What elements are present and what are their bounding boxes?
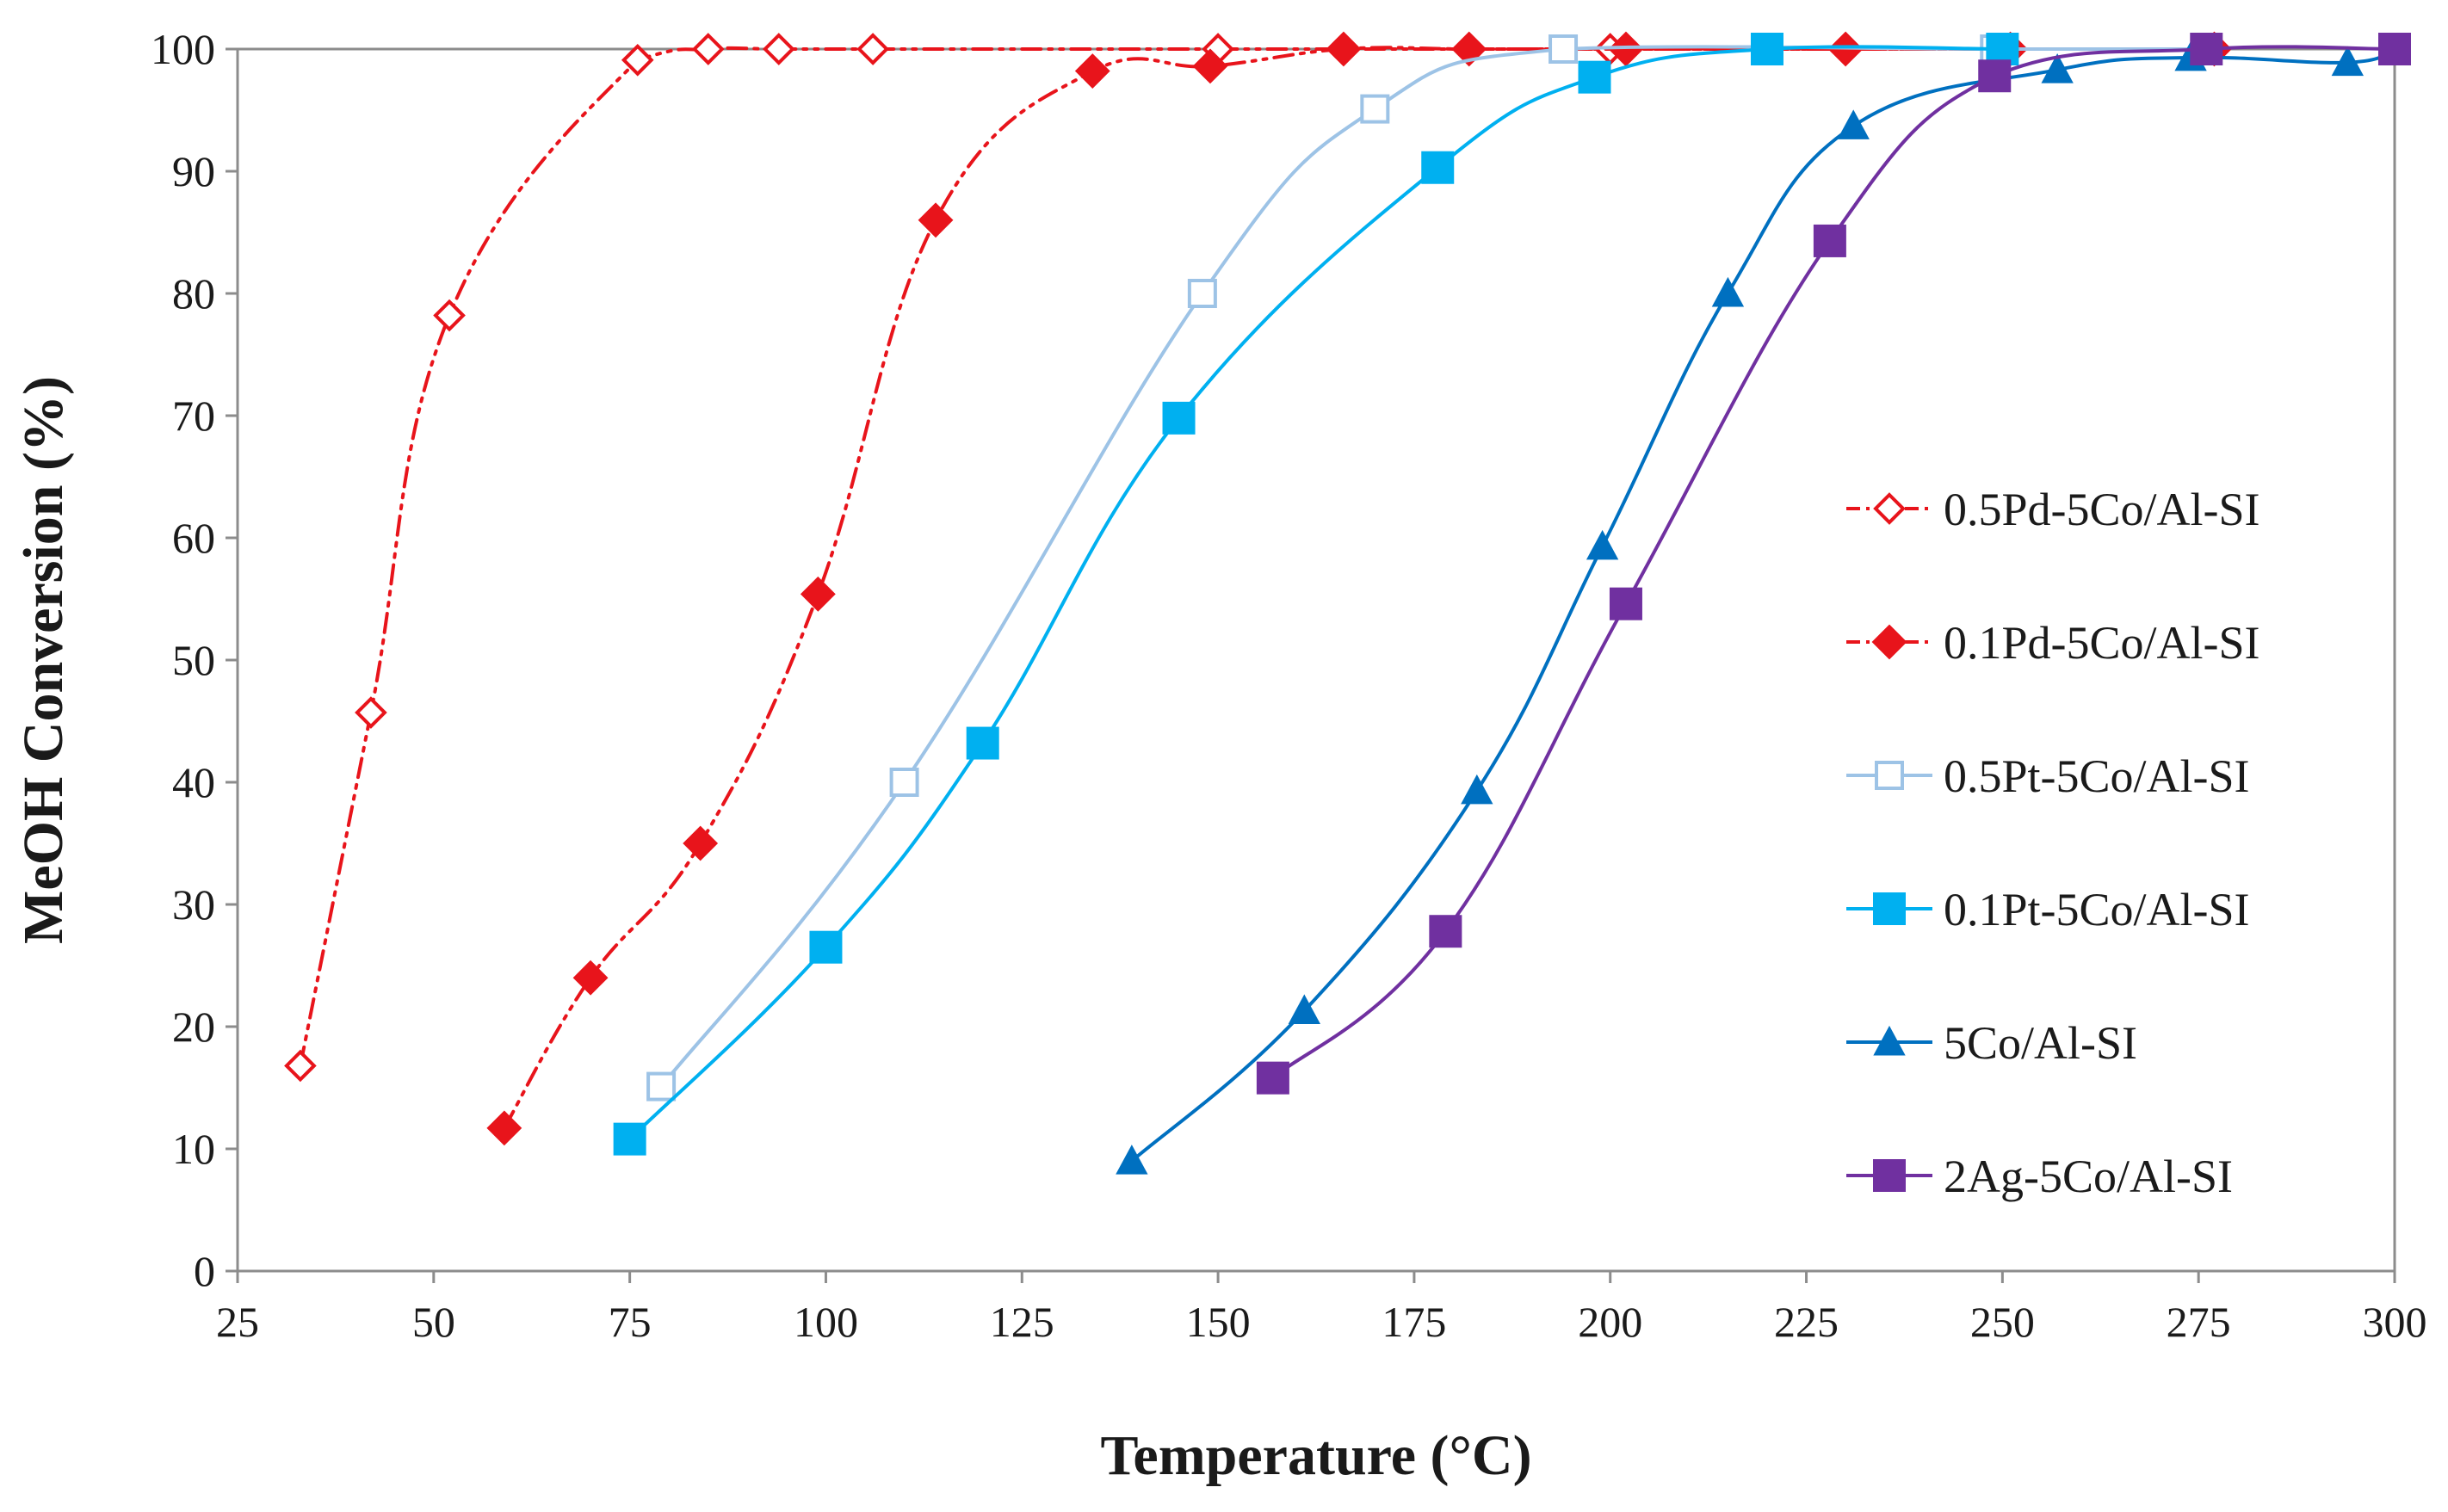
y-tick-label: 30 [172,880,215,929]
y-tick-label: 90 [172,147,215,195]
legend-label: 2Ag-5Co/Al-SI [1944,1151,2233,1202]
data-point [1326,31,1362,67]
data-point [1978,59,2012,93]
data-point [2041,53,2074,83]
series-layer [284,31,2411,1175]
y-tick-label: 80 [172,269,215,318]
x-tick-label: 225 [1774,1298,1839,1346]
x-tick-label: 300 [2363,1298,2427,1346]
legend-marker [1873,492,1906,525]
data-point [889,768,919,797]
data-point [1586,529,1619,560]
data-point [486,1110,522,1146]
x-tick-label: 175 [1382,1298,1446,1346]
legend-marker [1873,1025,1906,1056]
data-point [621,43,654,77]
legend-label: 0.5Pd-5Co/Al-SI [1944,484,2260,535]
legend-entry: 0.1Pt-5Co/Al-SI [1846,884,2250,935]
data-point [809,930,843,964]
data-point [966,726,999,760]
data-point [2378,33,2411,65]
data-point [1549,34,1579,64]
legend: 0.5Pd-5Co/Al-SI 0.1Pd-5Co/Al-SI 0.5Pt-5Co/… [1846,484,2260,1202]
x-tick-label: 75 [609,1298,652,1346]
data-point [1750,33,1783,65]
legend-marker [1873,1159,1906,1192]
legend-entry: 2Ag-5Co/Al-SI [1846,1151,2233,1202]
legend-marker [1873,892,1906,925]
series-5 [1256,33,2411,1095]
data-point [800,576,836,612]
data-point [918,202,954,238]
legend-entry: 0.1Pd-5Co/Al-SI [1846,617,2260,669]
data-point [1429,915,1462,948]
x-tick-label: 275 [2167,1298,2231,1346]
x-tick-label: 100 [794,1298,858,1346]
legend-marker [1875,761,1904,790]
data-point [1288,994,1321,1024]
data-point [1116,1145,1148,1175]
legend-entry: 5Co/Al-SI [1846,1017,2137,1069]
legend-marker [1871,624,1907,660]
data-point [1360,94,1390,124]
data-point [1461,774,1493,805]
x-tick-label: 150 [1186,1298,1251,1346]
series-line [627,45,2005,1141]
legend-label: 0.1Pt-5Co/Al-SI [1944,884,2250,935]
y-tick-label: 20 [172,1003,215,1051]
axes: 25 50 75 100 125 150 175 200 225 250 275 300 0 10 20 30… [151,25,2427,1346]
data-point [1421,151,1455,184]
y-tick-label: 40 [172,758,215,806]
data-point [1187,279,1217,308]
data-point [1192,48,1228,84]
legend-label: 5Co/Al-SI [1944,1017,2137,1069]
y-tick-label: 0 [194,1247,215,1295]
data-point [1256,1061,1289,1095]
y-tick-label: 50 [172,636,215,684]
x-tick-label: 250 [1970,1298,2035,1346]
legend-entry: 0.5Pt-5Co/Al-SI [1846,750,2250,802]
data-point [1162,401,1196,435]
legend-label: 0.5Pt-5Co/Al-SI [1944,750,2250,802]
x-tick-label: 25 [216,1298,259,1346]
series-1 [486,31,2232,1146]
data-point [1837,109,1870,139]
data-point [1609,587,1642,620]
y-axis-title: MeOH Conversion (%) [12,376,75,944]
data-point [572,960,609,996]
data-point [2190,33,2223,65]
data-point [856,33,889,65]
data-point [691,33,725,65]
data-point [284,1049,317,1083]
x-tick-label: 125 [990,1298,1054,1346]
data-point [433,299,466,332]
series-line [298,46,2005,1068]
legend-label: 0.1Pd-5Co/Al-SI [1944,617,2260,669]
data-point [762,33,795,65]
x-axis-title: Temperature (°C) [1100,1424,1531,1487]
data-point [1074,53,1110,89]
y-tick-label: 10 [172,1125,215,1173]
data-point [1813,224,1846,257]
data-point [1711,276,1745,307]
data-point [355,696,387,729]
y-tick-label: 100 [151,25,215,73]
y-tick-label: 60 [172,514,215,562]
data-point [2331,46,2365,77]
data-point [683,825,719,861]
data-point [646,1071,677,1102]
data-point [1578,60,1611,94]
y-tick-label: 70 [172,392,215,440]
x-tick-label: 200 [1578,1298,1642,1346]
x-tick-label: 50 [412,1298,455,1346]
legend-entry: 0.5Pd-5Co/Al-SI [1846,484,2260,535]
data-point [613,1122,646,1156]
